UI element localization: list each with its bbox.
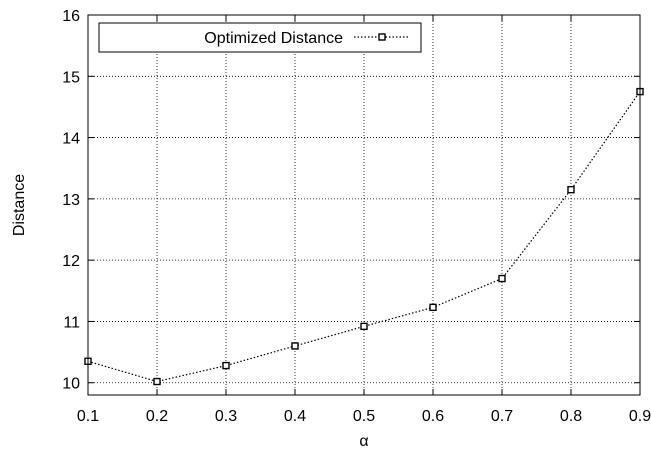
y-tick-label: 12 xyxy=(62,253,80,270)
legend-sample xyxy=(354,33,410,41)
x-tick-label: 0.5 xyxy=(353,408,375,425)
x-axis-title: α xyxy=(359,433,368,450)
y-axis-title: Distance xyxy=(11,174,28,236)
legend-sample-marker xyxy=(378,33,386,41)
data-point-marker xyxy=(222,361,230,370)
x-tick-label: 0.6 xyxy=(422,408,444,425)
y-tick-label: 16 xyxy=(62,8,80,25)
y-tick-label: 10 xyxy=(62,376,80,393)
x-tick-label: 0.7 xyxy=(491,408,513,425)
y-tick-label: 11 xyxy=(63,314,80,331)
data-point-marker xyxy=(291,342,299,350)
legend: Optimized Distance xyxy=(98,22,422,53)
series-line xyxy=(87,91,641,383)
grid xyxy=(88,15,640,395)
x-tick-label: 0.2 xyxy=(146,408,168,425)
y-tick-label: 14 xyxy=(62,131,80,148)
data-point-marker xyxy=(567,185,575,194)
x-tick-label: 0.8 xyxy=(560,408,582,425)
data-point-marker xyxy=(429,303,437,312)
data-point-marker xyxy=(153,377,161,386)
plot-frame xyxy=(87,14,641,396)
x-tick-label: 0.4 xyxy=(284,408,306,425)
legend-box xyxy=(98,22,422,53)
y-tick-label: 13 xyxy=(62,192,80,209)
legend-label-optimized-distance: Optimized Distance xyxy=(204,30,343,47)
x-tick-label: 0.9 xyxy=(629,408,651,425)
data-point-marker xyxy=(360,322,368,331)
x-tick-label: 0.1 xyxy=(77,408,99,425)
y-tick-label: 15 xyxy=(62,69,80,86)
x-tick-label: 0.3 xyxy=(215,408,237,425)
data-point-marker xyxy=(498,274,506,283)
tick-labels: 0.1 0.2 0.3 0.4 0.5 0.6 0.7 0.8 0.9 10 11 12 13 14 15 1… xyxy=(62,8,651,425)
